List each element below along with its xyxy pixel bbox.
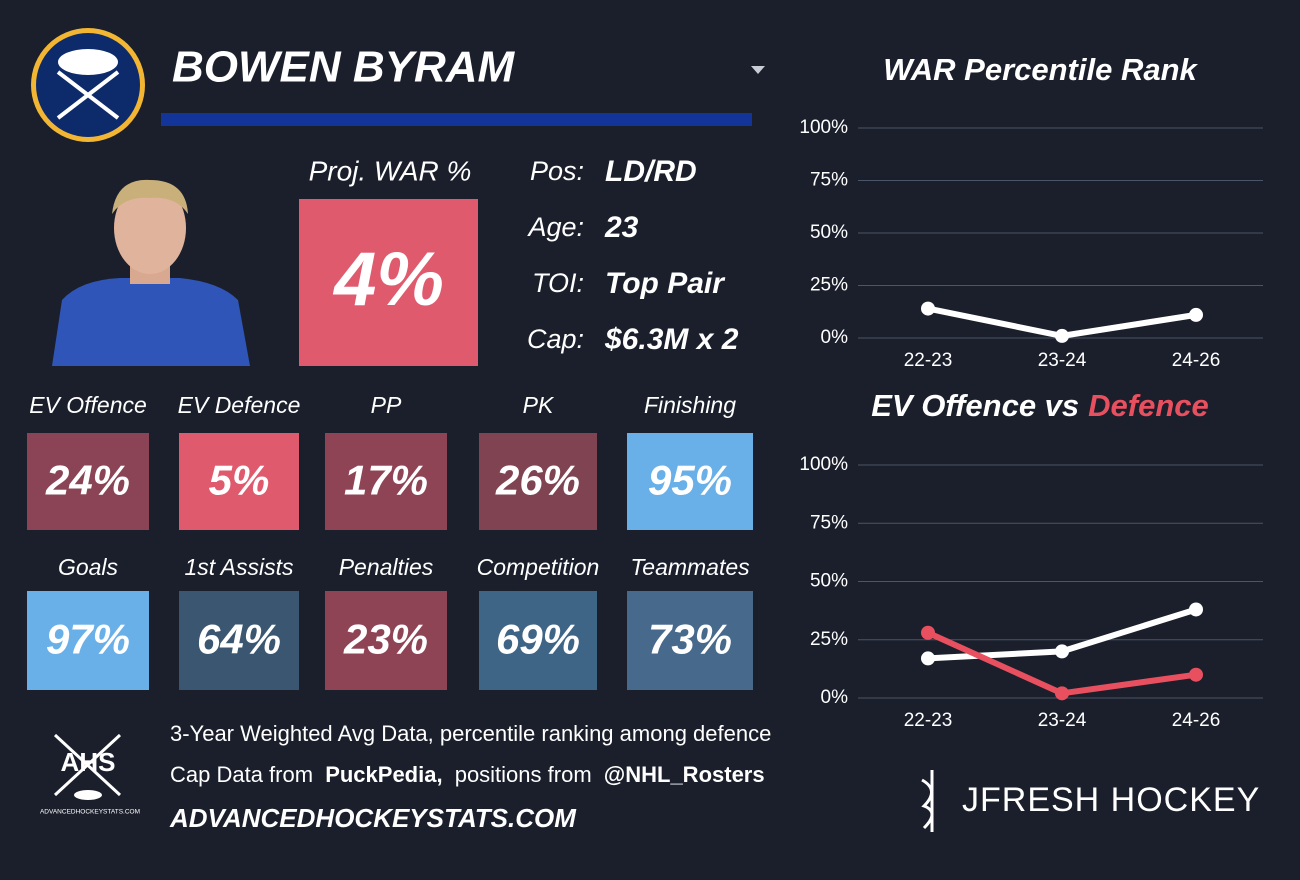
tile-label: 1st Assists (184, 554, 294, 580)
brand-logo (921, 770, 934, 832)
y-tick-label: 100% (799, 454, 848, 475)
ahs-logo-text: AHS (61, 747, 116, 777)
tile-box (325, 433, 447, 530)
player-photo (52, 179, 250, 366)
bio-value: Top Pair (605, 267, 726, 300)
y-tick-label: 100% (799, 117, 848, 138)
tile-value: 95% (648, 457, 732, 504)
x-tick-label: 22-23 (904, 350, 953, 371)
summary-box (299, 199, 478, 366)
bio-label: Cap: (527, 324, 584, 354)
footer-credits: Cap Data from PuckPedia, positions from … (170, 762, 765, 787)
series-point (921, 651, 935, 666)
brand: JFRESH HOCKEY (962, 781, 1260, 819)
tile-value: 17% (344, 457, 428, 504)
x-tick-label: 24-26 (1172, 710, 1221, 731)
series-point (1189, 667, 1203, 682)
series-point (1055, 328, 1069, 343)
tile-value: 69% (496, 616, 580, 663)
tile-value: 26% (495, 457, 580, 504)
chart-title: WAR Percentile Rank (883, 52, 1198, 87)
bio-value: LD/RD (605, 155, 697, 188)
y-tick-label: 50% (810, 222, 848, 243)
y-tick-label: 50% (810, 571, 848, 592)
bio-label: Age: (526, 212, 584, 242)
chart-title-part: Defence (1088, 388, 1209, 423)
footer-site[interactable]: ADVANCEDHOCKEYSTATS.COM (169, 803, 577, 833)
series-point (921, 625, 935, 640)
tile-label: EV Defence (178, 392, 301, 418)
footer-note: 3-Year Weighted Avg Data, percentile ran… (170, 721, 771, 746)
tile-box (627, 433, 753, 530)
bio-value: 23 (604, 211, 639, 244)
credit-link[interactable]: PuckPedia, (325, 762, 442, 787)
series-point (1189, 602, 1203, 617)
y-tick-label: 75% (810, 170, 848, 191)
credit-link[interactable]: @NHL_Rosters (604, 762, 765, 787)
tile-box (27, 591, 149, 690)
x-tick-label: 24-26 (1172, 350, 1221, 371)
series-point (1055, 686, 1069, 701)
tile-label: Penalties (339, 554, 434, 580)
tile-box (325, 591, 447, 690)
chart-title: EV Offence vs Defence (871, 388, 1209, 423)
tile-label: PP (371, 392, 402, 418)
x-tick-label: 22-23 (904, 710, 953, 731)
ahs-logo: AHS ADVANCEDHOCKEYSTATS.COM (40, 733, 140, 816)
tile-box (179, 433, 299, 530)
chart-title-part: WAR Percentile Rank (883, 52, 1198, 87)
name-underline (161, 113, 752, 126)
summary-label: Proj. WAR % (309, 155, 472, 186)
chart-title-part: EV Offence vs (871, 388, 1079, 423)
tile-label: Finishing (644, 392, 736, 418)
dropdown[interactable] (751, 66, 765, 74)
y-tick-label: 25% (810, 629, 848, 650)
player-name: BOWEN BYRAM (172, 43, 516, 92)
x-tick-label: 23-24 (1038, 350, 1087, 371)
y-tick-label: 0% (821, 687, 849, 708)
tile-box (27, 433, 149, 530)
tile-value: 23% (343, 616, 428, 663)
tile-value: 97% (46, 616, 130, 663)
bio-value: $6.3M x 2 (604, 323, 739, 356)
credit-text: Cap Data from (170, 762, 313, 787)
ahs-logo-caption: ADVANCEDHOCKEYSTATS.COM (40, 809, 140, 816)
x-tick-label: 23-24 (1038, 710, 1087, 731)
tile-value: 24% (45, 457, 130, 504)
summary-value: 4% (332, 237, 444, 322)
tile-box (627, 591, 753, 690)
bio-label: TOI: (532, 268, 584, 298)
tile-label: Teammates (630, 554, 750, 580)
tile-label: PK (523, 392, 555, 418)
tile-value: 5% (209, 457, 270, 504)
bio-label: Pos: (530, 156, 584, 186)
team-logo (31, 28, 145, 142)
series-point (921, 301, 935, 316)
tile-box (179, 591, 299, 690)
tile-label: Competition (477, 554, 600, 580)
y-tick-label: 0% (821, 327, 849, 348)
tile-box (479, 591, 597, 690)
tile-label: EV Offence (29, 392, 147, 418)
tile-value: 73% (648, 616, 732, 663)
series-point (1189, 307, 1203, 322)
tile-label: Goals (58, 554, 119, 580)
series-point (1055, 644, 1069, 659)
credit-text: positions from (455, 762, 592, 787)
tile-value: 64% (197, 616, 281, 663)
tile-box (479, 433, 597, 530)
y-tick-label: 25% (810, 275, 848, 296)
y-tick-label: 75% (810, 512, 848, 533)
